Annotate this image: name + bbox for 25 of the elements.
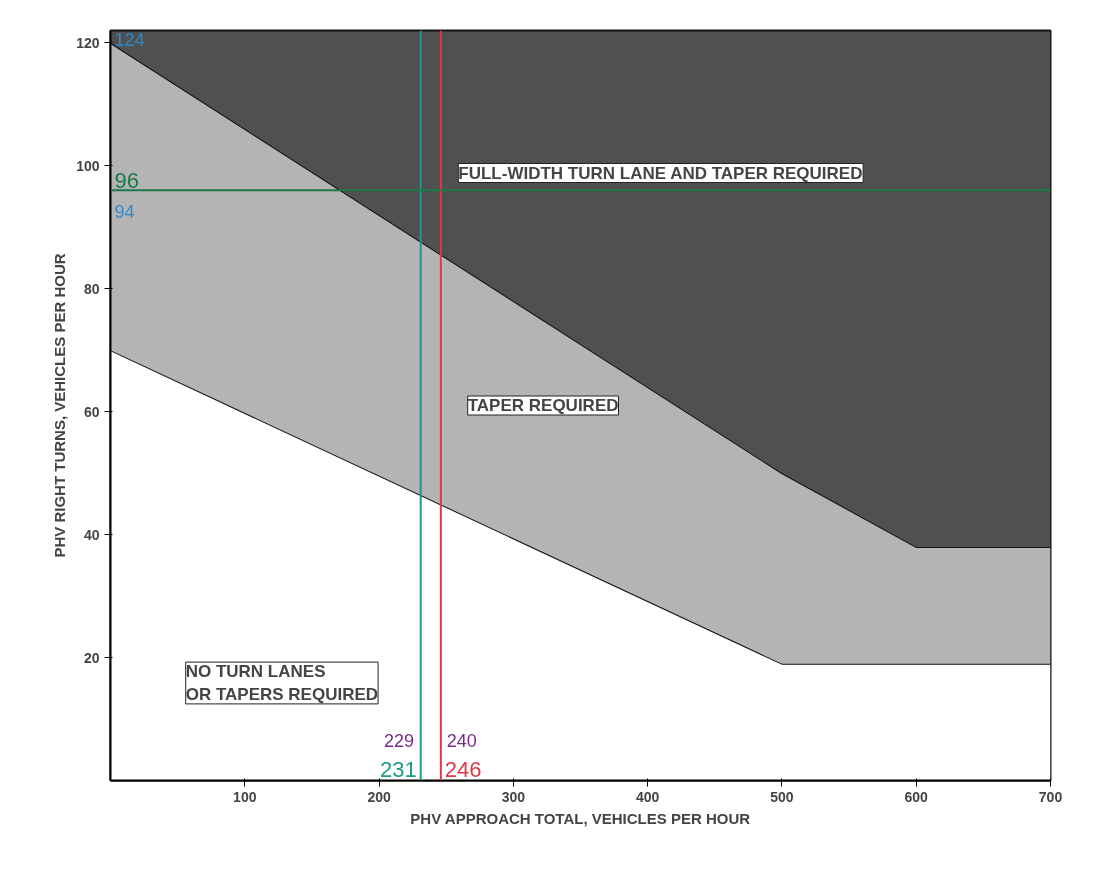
x-tick-label: 700	[1038, 788, 1063, 805]
annotation: 229	[383, 730, 415, 751]
x-tick-label: 100	[233, 788, 257, 805]
y-tick-label: 20	[83, 649, 100, 666]
x-axis-title: PHV APPROACH TOTAL, VEHICLES PER HOUR	[410, 809, 751, 827]
annotation: NO TURN LANES OR TAPERS REQUIRED	[185, 662, 379, 704]
annotation: FULL-WIDTH TURN LANE AND TAPER REQUIRED	[458, 163, 863, 183]
ref-line-label: 96	[114, 168, 139, 194]
x-tick-label: 300	[501, 788, 526, 805]
y-tick-label: 100	[76, 157, 100, 174]
ref-line-label: 231	[379, 756, 417, 782]
x-tick-label: 200	[367, 788, 391, 805]
annotation: 94	[114, 201, 135, 222]
y-tick-label: 40	[83, 526, 100, 543]
x-tick-label: 600	[904, 788, 929, 805]
x-tick-label: 500	[770, 788, 794, 805]
y-axis-title: PHV RIGHT TURNS, VEHICLES PER HOUR	[51, 253, 69, 558]
annotation: TAPER REQUIRED	[467, 396, 619, 415]
ref-line-label: 246	[444, 756, 482, 782]
x-tick-label: 400	[635, 788, 660, 805]
y-tick-label: 80	[83, 280, 100, 297]
y-tick-label: 60	[83, 403, 100, 420]
annotation: 124	[114, 29, 145, 50]
y-tick-label: 120	[76, 34, 100, 51]
annotation: 240	[446, 730, 477, 751]
